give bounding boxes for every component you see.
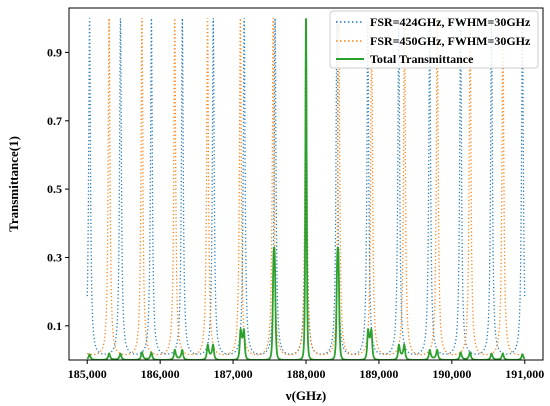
y-tick-label: 0.3: [47, 250, 62, 264]
legend: FSR=424GHz, FWHM=30GHz FSR=450GHz, FWHM=…: [329, 10, 539, 69]
x-tick-label: 189,000: [359, 367, 398, 381]
legend-label-total: Total Transmittance: [370, 52, 474, 66]
y-axis: 0.1 0.3 0.5 0.7 0.9: [47, 45, 69, 333]
plot-area: [86, 18, 526, 360]
legend-box: [329, 10, 539, 69]
x-tick-label: 187,000: [214, 367, 253, 381]
legend-label-fsr424: FSR=424GHz, FWHM=30GHz: [370, 15, 531, 29]
legend-label-fsr450: FSR=450GHz, FWHM=30GHz: [370, 34, 531, 48]
y-tick-label: 0.5: [47, 182, 62, 196]
y-tick-label: 0.1: [47, 319, 62, 333]
x-axis: 185,000 186,000 187,000 188,000 189,000 190,0…: [68, 360, 544, 381]
x-tick-label: 188,000: [287, 367, 326, 381]
x-axis-label: ν(GHz): [285, 388, 326, 403]
series-line-fsr450: [86, 18, 526, 356]
x-tick-label: 185,000: [68, 367, 107, 381]
x-tick-label: 190,000: [432, 367, 471, 381]
y-tick-label: 0.7: [47, 114, 62, 128]
x-tick-label: 186,000: [141, 367, 180, 381]
x-tick-label: 191,000: [505, 367, 544, 381]
y-tick-label: 0.9: [47, 45, 62, 59]
y-axis-label: Transmittance(1): [6, 136, 21, 232]
